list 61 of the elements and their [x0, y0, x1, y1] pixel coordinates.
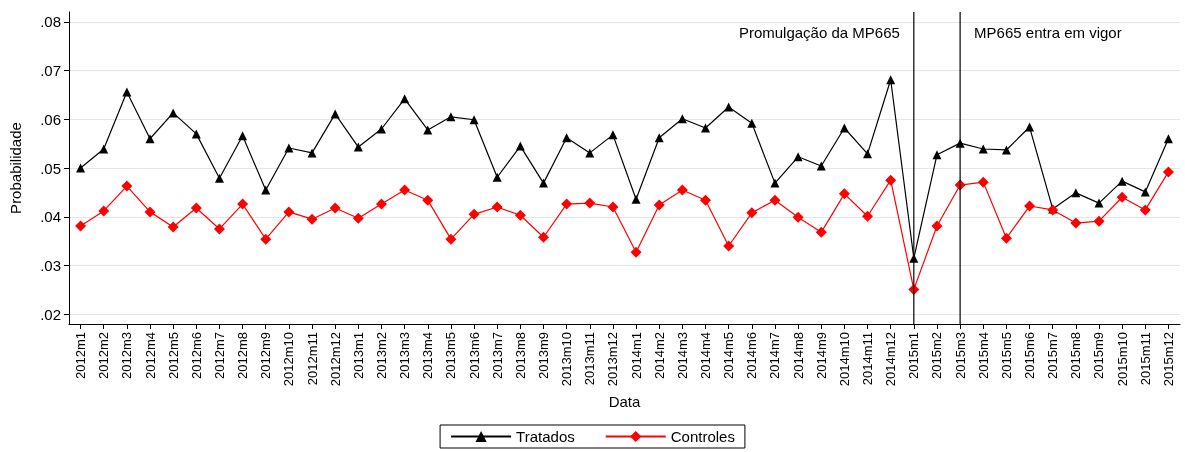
x-tick-label: 2013m1 [350, 332, 366, 379]
x-tick-label: 2014m3 [674, 332, 690, 379]
x-tick-label: 2012m12 [327, 332, 343, 387]
legend-label: Controles [670, 428, 735, 445]
y-tick-label: .05 [40, 159, 61, 177]
x-tick-label: 2012m7 [211, 332, 227, 379]
x-tick-label: 2012m11 [304, 332, 320, 386]
x-tick-label: 2015m8 [1068, 332, 1084, 379]
x-tick-label: 2014m1 [628, 332, 644, 379]
y-tick-label: .02 [40, 305, 61, 323]
x-tick-label: 2013m12 [605, 332, 621, 387]
x-tick-label: 2015m5 [998, 332, 1014, 379]
x-tick-label: 2013m2 [373, 332, 389, 379]
x-tick-label: 2013m7 [489, 332, 505, 379]
x-tick-label: 2012m5 [165, 332, 181, 379]
x-tick-label: 2014m9 [813, 332, 829, 379]
y-axis-title: Probabilidade [7, 122, 24, 214]
x-tick-label: 2013m6 [466, 332, 482, 379]
x-tick-label: 2015m3 [952, 332, 968, 379]
x-tick-label: 2015m6 [1022, 332, 1038, 379]
y-tick-label: .03 [40, 257, 61, 274]
y-tick-label: .08 [40, 13, 61, 31]
x-tick-label: 2014m2 [651, 332, 667, 379]
x-tick-label: 2012m1 [73, 332, 89, 379]
x-tick-label: 2013m8 [512, 332, 528, 379]
y-tick-label: .06 [40, 110, 61, 128]
x-tick-label: 2014m11 [860, 332, 876, 386]
x-tick-label: 2015m7 [1045, 332, 1061, 379]
x-tick-label: 2012m10 [281, 332, 297, 387]
x-tick-label: 2015m2 [929, 332, 945, 379]
x-tick-label: 2014m7 [767, 332, 783, 379]
legend-label: Tratados [516, 428, 575, 445]
x-tick-label: 2014m12 [883, 332, 899, 387]
x-tick-label: 2013m10 [559, 332, 575, 387]
y-tick-label: .07 [40, 62, 61, 79]
x-tick-label: 2012m8 [235, 332, 251, 379]
x-axis-title: Data [608, 393, 641, 411]
x-tick-label: 2015m9 [1091, 332, 1107, 379]
x-tick-label: 2014m8 [790, 332, 806, 379]
x-tick-label: 2015m1 [906, 332, 922, 379]
x-tick-label: 2013m5 [443, 332, 459, 379]
x-tick-label: 2012m6 [188, 332, 204, 379]
x-tick-label: 2012m3 [119, 332, 135, 379]
x-tick-label: 2013m3 [397, 332, 413, 379]
x-tick-label: 2012m9 [258, 332, 274, 379]
ref-line-label: MP665 entra em vigor [974, 23, 1122, 41]
ref-line-label: Promulgação da MP665 [738, 23, 900, 41]
x-tick-label: 2014m6 [744, 332, 760, 379]
x-tick-label: 2015m12 [1160, 332, 1176, 387]
x-tick-label: 2012m2 [96, 332, 112, 379]
x-tick-label: 2015m4 [975, 332, 991, 379]
x-tick-label: 2014m4 [698, 332, 714, 379]
x-tick-label: 2015m11 [1137, 332, 1153, 386]
x-tick-label: 2014m10 [836, 332, 852, 387]
x-tick-label: 2014m5 [721, 332, 737, 379]
x-tick-label: 2013m9 [535, 332, 551, 379]
x-tick-label: 2013m11 [582, 332, 598, 386]
x-tick-label: 2015m10 [1114, 332, 1130, 387]
y-tick-label: .04 [40, 208, 61, 226]
x-tick-label: 2012m4 [142, 332, 158, 379]
x-tick-label: 2013m4 [420, 332, 436, 379]
